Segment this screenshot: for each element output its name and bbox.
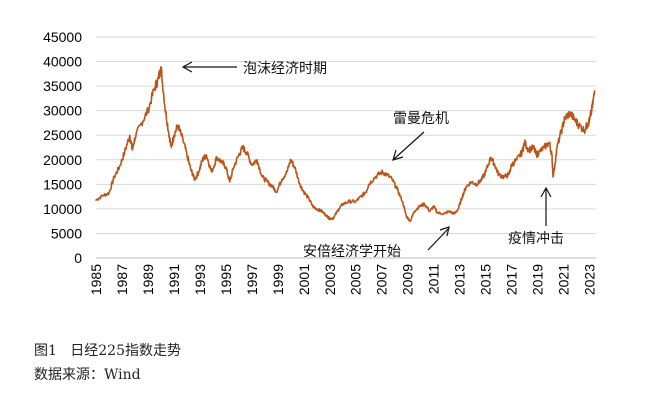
gridlines — [96, 36, 596, 259]
y-tick-label: 10000 — [43, 201, 82, 217]
x-tick-label: 1993 — [192, 264, 208, 295]
x-tick-label: 2013 — [452, 264, 468, 295]
x-tick-label: 1997 — [244, 264, 260, 295]
nikkei-line-chart: 0 5000 10000 15000 20000 25000 30000 35000 40000… — [43, 29, 598, 295]
x-tick-label: 2009 — [400, 264, 416, 295]
x-tick-label: 2007 — [374, 264, 390, 295]
x-tick-label: 2005 — [348, 264, 364, 295]
x-tick-label: 1999 — [270, 264, 286, 295]
y-tick-label: 40000 — [43, 54, 82, 70]
y-tick-label: 15000 — [43, 176, 82, 192]
x-tick-label: 2003 — [322, 264, 338, 295]
x-tick-label: 1991 — [166, 264, 182, 295]
y-tick-label: 0 — [74, 250, 82, 266]
annotation-lehman: 雷曼危机 — [392, 111, 449, 161]
arrowhead-bubble — [181, 61, 193, 73]
x-tick-label: 2017 — [504, 264, 520, 295]
y-axis-ticks: 0 5000 10000 15000 20000 25000 30000 35000 40000… — [43, 29, 82, 266]
x-axis-ticks: 1985 1987 1989 1991 1993 1995 1997 1999 2001 2003… — [88, 264, 598, 295]
x-tick-label: 1985 — [88, 264, 104, 295]
arrowhead-abenomics — [439, 226, 450, 237]
arrow-abenomics — [427, 227, 450, 251]
y-tick-label: 45000 — [43, 29, 82, 45]
annotation-bubble: 泡沫经济时期 — [181, 61, 327, 77]
x-tick-label: 2011 — [426, 264, 442, 294]
annotations: 泡沫经济时期 雷曼危机 安倍经济学开始 疫情冲击 — [181, 61, 564, 260]
series-line-nikkei225 — [95, 66, 596, 222]
y-tick-label: 35000 — [43, 78, 82, 94]
x-tick-label: 2019 — [530, 264, 546, 295]
annotation-text-lehman: 雷曼危机 — [393, 111, 449, 127]
figure-caption: 图1 日经225指数走势 — [34, 343, 181, 359]
arrowhead-lehman — [392, 149, 404, 161]
x-tick-label: 1987 — [114, 264, 130, 295]
arrowhead-covid — [540, 186, 552, 198]
x-tick-label: 2015 — [478, 264, 494, 295]
x-tick-label: 2021 — [556, 264, 572, 295]
y-tick-label: 25000 — [43, 127, 82, 143]
arrow-lehman — [393, 131, 425, 160]
annotation-abenomics: 安倍经济学开始 — [303, 226, 450, 260]
annotation-text-abenomics: 安倍经济学开始 — [303, 244, 401, 260]
annotation-text-bubble: 泡沫经济时期 — [243, 61, 327, 77]
x-tick-label: 1995 — [218, 264, 234, 295]
x-tick-label: 1989 — [140, 264, 156, 295]
y-tick-label: 5000 — [51, 225, 82, 241]
data-source: 数据来源：Wind — [34, 367, 141, 383]
x-tick-label: 2023 — [582, 264, 598, 295]
annotation-covid: 疫情冲击 — [508, 186, 564, 247]
y-tick-label: 30000 — [43, 103, 82, 119]
y-tick-label: 20000 — [43, 152, 82, 168]
x-tick-label: 2001 — [296, 264, 312, 295]
annotation-text-covid: 疫情冲击 — [508, 231, 564, 247]
